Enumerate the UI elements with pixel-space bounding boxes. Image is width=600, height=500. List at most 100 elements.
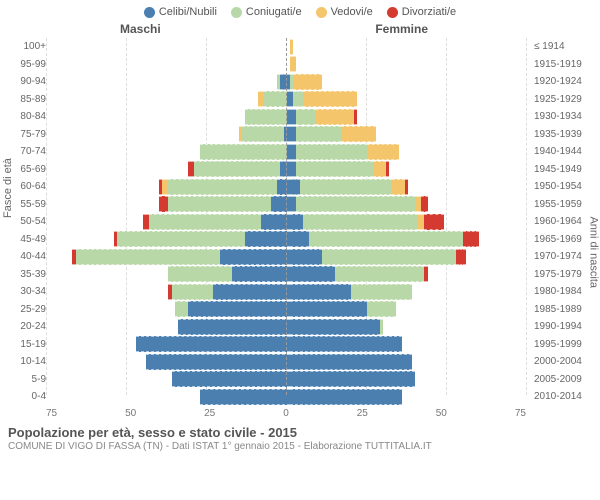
birth-year-label: 1995-1999 (530, 339, 596, 350)
bar-female (290, 39, 530, 55)
bar-male (50, 56, 290, 72)
bar-female (290, 389, 530, 405)
bar-male (50, 161, 290, 177)
pyramid-row: 35-39 1975-1979 (0, 266, 600, 284)
birth-year-label: 1965-1969 (530, 234, 596, 245)
y-axis-right-title: Anni di nascita (588, 216, 600, 288)
legend-item: Divorziati/e (387, 6, 456, 18)
gender-headers: Maschi Femmine (0, 22, 600, 36)
legend-swatch (387, 7, 398, 18)
pyramid-row: 95-99 1915-1919 (0, 56, 600, 74)
center-axis (286, 38, 287, 395)
age-label: 70-74 (0, 146, 50, 157)
birth-year-label: 1985-1989 (530, 304, 596, 315)
pyramid-row: 0-4 2010-2014 (0, 388, 600, 406)
bar-male (50, 179, 290, 195)
chart-footer: Popolazione per età, sesso e stato civil… (8, 425, 592, 452)
birth-year-label: 1930-1934 (530, 111, 596, 122)
bar-male (50, 91, 290, 107)
bar-female (290, 144, 530, 160)
birth-year-label: 1925-1929 (530, 94, 596, 105)
bar-female (290, 91, 530, 107)
chart-title: Popolazione per età, sesso e stato civil… (8, 425, 592, 440)
birth-year-label: 1960-1964 (530, 216, 596, 227)
legend-label: Divorziati/e (402, 6, 456, 18)
bar-female (290, 354, 530, 370)
bar-male (50, 231, 290, 247)
bar-female (290, 266, 530, 282)
pyramid-row: 20-241990-1994 (0, 318, 600, 336)
bar-female (290, 74, 530, 90)
x-tick: 25 (204, 408, 215, 419)
x-tick: 50 (125, 408, 136, 419)
header-female: Femmine (234, 22, 468, 36)
legend-item: Coniugati/e (231, 6, 302, 18)
birth-year-label: 1990-1994 (530, 321, 596, 332)
bar-female (290, 126, 530, 142)
legend: Celibi/Nubili Coniugati/e Vedovi/e Divorzia… (0, 0, 600, 18)
bar-male (50, 74, 290, 90)
bar-female (290, 249, 530, 265)
bar-male (50, 144, 290, 160)
bar-male (50, 336, 290, 352)
pyramid-row: 15-191995-1999 (0, 336, 600, 354)
legend-item: Vedovi/e (316, 6, 373, 18)
bar-male (50, 301, 290, 317)
bar-female (290, 214, 530, 230)
birth-year-label: 2000-2004 (530, 356, 596, 367)
age-label: 30-34 (0, 286, 50, 297)
pyramid-row: 45-49 1965-1969 (0, 231, 600, 249)
y-axis-left-title: Fasce di età (2, 158, 14, 218)
pyramid-row: 40-44 1970-1974 (0, 248, 600, 266)
bar-female (290, 231, 530, 247)
bar-male (50, 39, 290, 55)
x-tick: 75 (46, 408, 57, 419)
legend-swatch (231, 7, 242, 18)
pyramid-row: 10-142000-2004 (0, 353, 600, 371)
bar-female (290, 56, 530, 72)
bar-female (290, 371, 530, 387)
age-label: 0-4 (0, 391, 50, 402)
age-label: 100+ (0, 41, 50, 52)
bar-female (290, 284, 530, 300)
birth-year-label: 1935-1939 (530, 129, 596, 140)
bar-female (290, 161, 530, 177)
birth-year-label: 1920-1924 (530, 76, 596, 87)
bar-male (50, 249, 290, 265)
bar-female (290, 196, 530, 212)
age-label: 80-84 (0, 111, 50, 122)
bar-female (290, 109, 530, 125)
chart-subtitle: COMUNE DI VIGO DI FASSA (TN) - Dati ISTA… (8, 441, 592, 452)
legend-swatch (144, 7, 155, 18)
bar-male (50, 389, 290, 405)
bar-female (290, 179, 530, 195)
birth-year-label: 1980-1984 (530, 286, 596, 297)
pyramid-row: 55-591955-1959 (0, 196, 600, 214)
pyramid-row: 85-891925-1929 (0, 91, 600, 109)
pyramid-row: 75-791935-1939 (0, 126, 600, 144)
pyramid-row: 80-84 1930-1934 (0, 108, 600, 126)
age-label: 35-39 (0, 269, 50, 280)
bar-male (50, 109, 290, 125)
age-label: 45-49 (0, 234, 50, 245)
age-label: 95-99 (0, 59, 50, 70)
birth-year-label: 1970-1974 (530, 251, 596, 262)
legend-label: Celibi/Nubili (159, 6, 217, 18)
birth-year-label: 1915-1919 (530, 59, 596, 70)
bar-male (50, 214, 290, 230)
pyramid-row: 60-641950-1954 (0, 178, 600, 196)
birth-year-label: 2010-2014 (530, 391, 596, 402)
age-label: 40-44 (0, 251, 50, 262)
birth-year-label: 1940-1944 (530, 146, 596, 157)
birth-year-label: 2005-2009 (530, 374, 596, 385)
age-label: 5-9 (0, 374, 50, 385)
birth-year-label: 1975-1979 (530, 269, 596, 280)
population-pyramid: Fasce di età Anni di nascita 100+≤ 19149… (0, 38, 600, 419)
x-tick: 0 (283, 408, 289, 419)
legend-label: Vedovi/e (331, 6, 373, 18)
pyramid-row: 65-691945-1949 (0, 161, 600, 179)
pyramid-row: 90-941920-1924 (0, 73, 600, 91)
bar-female (290, 336, 530, 352)
legend-swatch (316, 7, 327, 18)
pyramid-row: 70-74 1940-1944 (0, 143, 600, 161)
